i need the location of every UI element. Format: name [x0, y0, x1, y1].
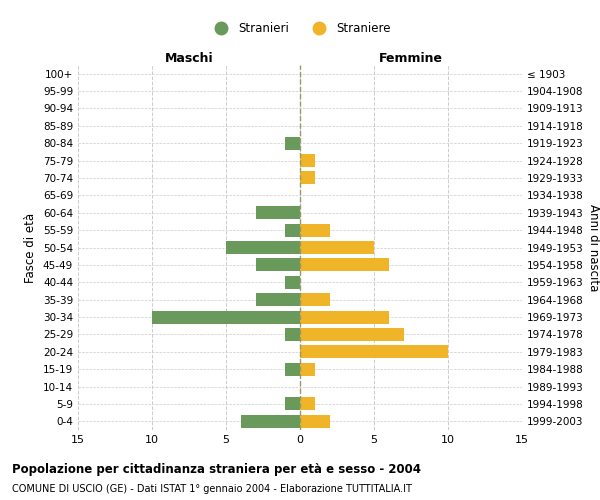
Bar: [300, 154, 315, 167]
Bar: [300, 398, 315, 410]
Legend: Stranieri, Straniere: Stranieri, Straniere: [204, 18, 396, 40]
Bar: [300, 172, 315, 184]
Bar: [300, 328, 404, 341]
Bar: [300, 224, 329, 236]
Bar: [285, 328, 300, 341]
Bar: [256, 258, 300, 272]
Bar: [300, 241, 374, 254]
Bar: [300, 346, 448, 358]
Bar: [241, 415, 300, 428]
Text: Maschi: Maschi: [164, 52, 214, 65]
Text: Femmine: Femmine: [379, 52, 443, 65]
Y-axis label: Fasce di età: Fasce di età: [25, 212, 37, 282]
Bar: [285, 362, 300, 376]
Bar: [285, 276, 300, 289]
Bar: [285, 136, 300, 149]
Bar: [300, 258, 389, 272]
Y-axis label: Anni di nascita: Anni di nascita: [587, 204, 600, 291]
Bar: [300, 415, 329, 428]
Bar: [300, 362, 315, 376]
Bar: [300, 310, 389, 324]
Bar: [152, 310, 300, 324]
Bar: [256, 293, 300, 306]
Text: COMUNE DI USCIO (GE) - Dati ISTAT 1° gennaio 2004 - Elaborazione TUTTITALIA.IT: COMUNE DI USCIO (GE) - Dati ISTAT 1° gen…: [12, 484, 412, 494]
Bar: [256, 206, 300, 220]
Bar: [226, 241, 300, 254]
Text: Popolazione per cittadinanza straniera per età e sesso - 2004: Popolazione per cittadinanza straniera p…: [12, 462, 421, 475]
Bar: [285, 398, 300, 410]
Bar: [300, 293, 329, 306]
Bar: [285, 224, 300, 236]
